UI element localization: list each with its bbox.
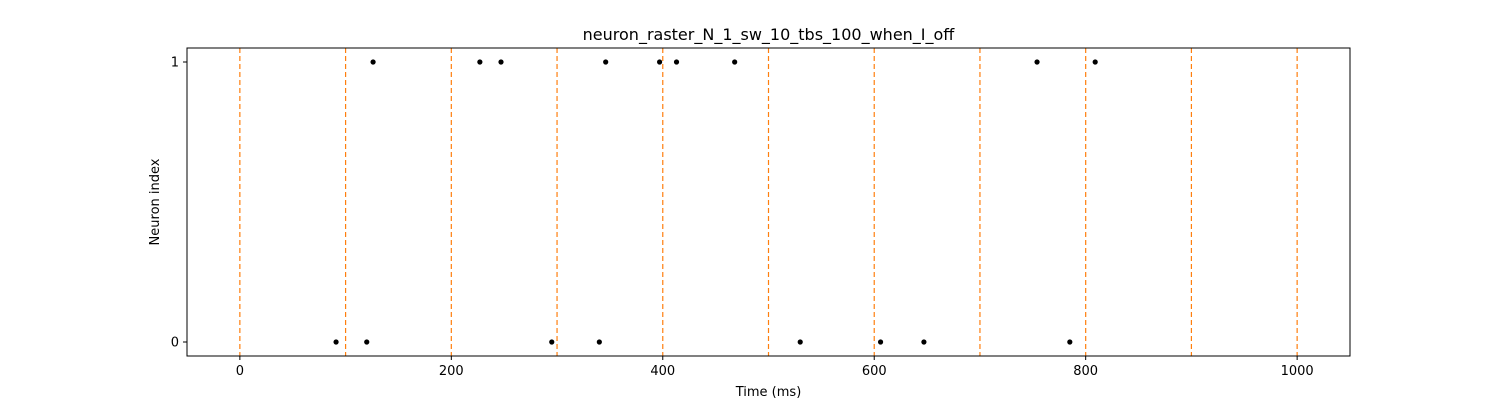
y-axis-ticks: 01 bbox=[171, 56, 187, 351]
spike-point bbox=[1034, 59, 1040, 65]
spike-point bbox=[673, 59, 680, 65]
spike-point bbox=[732, 59, 738, 65]
spike-point bbox=[364, 339, 370, 345]
x-tick-label: 200 bbox=[439, 364, 464, 379]
x-axis-label: Time (ms) bbox=[735, 385, 802, 400]
spike-point bbox=[603, 59, 609, 65]
spike-point bbox=[657, 59, 663, 65]
x-tick-label: 0 bbox=[236, 364, 244, 379]
spike-point bbox=[596, 339, 602, 345]
spike-point bbox=[1092, 59, 1098, 65]
spike-point bbox=[370, 59, 376, 65]
spike-point bbox=[921, 339, 927, 345]
x-tick-label: 600 bbox=[862, 364, 887, 379]
spike-point bbox=[498, 59, 504, 65]
y-axis-label: Neuron index bbox=[148, 158, 163, 245]
spike-point bbox=[477, 59, 483, 65]
spike-point bbox=[549, 339, 555, 345]
y-tick-label: 0 bbox=[171, 336, 179, 351]
vertical-reference-lines bbox=[239, 48, 1298, 356]
x-tick-label: 400 bbox=[650, 364, 675, 379]
x-tick-label: 1000 bbox=[1281, 364, 1314, 379]
spike-point bbox=[333, 339, 339, 345]
chart-title: neuron_raster_N_1_sw_10_tbs_100_when_I_o… bbox=[583, 25, 956, 45]
x-tick-label: 800 bbox=[1073, 364, 1098, 379]
spike-point bbox=[797, 339, 803, 345]
plot-frame bbox=[186, 47, 1351, 357]
spike-point bbox=[877, 339, 884, 345]
spike-points bbox=[333, 59, 1098, 345]
y-tick-label: 1 bbox=[171, 56, 179, 71]
x-axis-ticks: 0 200 400 600 800 1000 bbox=[236, 356, 1314, 379]
spike-point bbox=[1067, 339, 1073, 345]
